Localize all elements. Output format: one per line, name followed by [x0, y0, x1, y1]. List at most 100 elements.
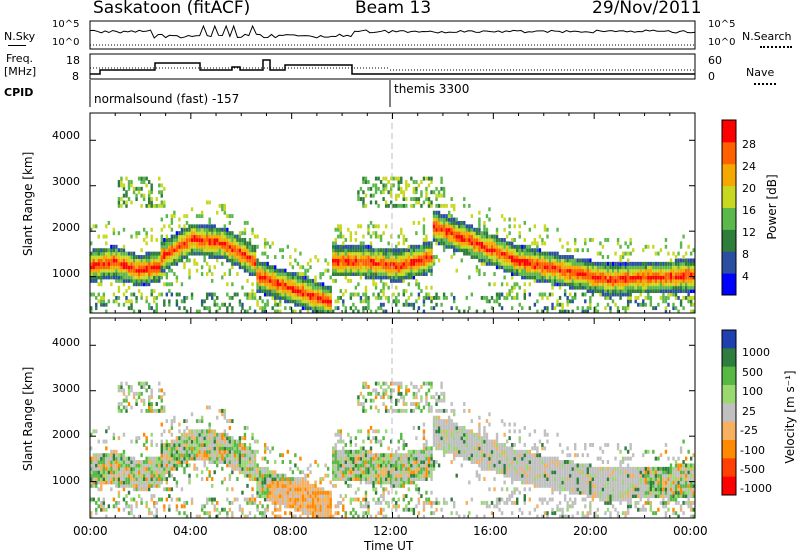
- velocity-cell: [334, 446, 337, 451]
- power-cell: [147, 200, 151, 205]
- power-cell: [659, 268, 663, 273]
- power-cell: [314, 309, 317, 314]
- velocity-cell: [258, 500, 262, 505]
- power-cell: [677, 309, 680, 314]
- power-cell: [389, 190, 393, 195]
- velocity-cell: [374, 456, 378, 461]
- power-cell: [316, 285, 320, 290]
- velocity-cell: [236, 460, 239, 464]
- power-cell: [649, 265, 653, 270]
- power-cell: [384, 268, 388, 273]
- power-cell: [372, 193, 375, 198]
- power-cell: [395, 261, 398, 266]
- power-cell: [357, 224, 360, 229]
- power-cell: [619, 244, 622, 249]
- power-cell: [637, 282, 640, 287]
- power-cell: [374, 255, 378, 259]
- velocity-cell: [334, 453, 337, 458]
- power-cell: [309, 299, 312, 304]
- velocity-cell: [306, 490, 310, 495]
- velocity-cell: [337, 504, 340, 509]
- power-cell: [231, 295, 234, 300]
- power-cell: [420, 289, 423, 294]
- velocity-cell: [263, 507, 267, 512]
- power-cell: [677, 295, 680, 300]
- power-cell: [256, 258, 259, 263]
- power-cell: [594, 306, 597, 311]
- velocity-cell: [130, 497, 133, 502]
- velocity-cell: [105, 446, 108, 451]
- power-cell: [190, 227, 194, 232]
- power-cell: [606, 278, 610, 283]
- velocity-cell: [339, 456, 342, 461]
- power-cell: [132, 275, 136, 280]
- power-cell: [490, 234, 494, 239]
- power-cell: [221, 241, 224, 246]
- velocity-cell: [218, 460, 221, 464]
- velocity-cell: [324, 494, 327, 499]
- velocity-cell: [251, 477, 254, 481]
- power-cell: [339, 251, 342, 256]
- power-cell: [337, 244, 340, 249]
- power-cell: [294, 309, 297, 314]
- power-cell: [536, 258, 539, 263]
- power-cell: [465, 227, 469, 232]
- power-cell: [642, 278, 645, 283]
- power-cell: [291, 295, 295, 300]
- power-cell: [261, 289, 264, 294]
- power-cell: [314, 282, 317, 287]
- power-cell: [647, 244, 650, 249]
- power-cell: [178, 234, 181, 239]
- power-cell: [415, 278, 418, 283]
- power-cell: [397, 241, 400, 246]
- power-cell: [659, 295, 663, 300]
- xtick-0800: 08:00: [273, 524, 308, 538]
- power-cell: [679, 282, 683, 287]
- power-cell: [188, 275, 191, 280]
- power-cell: [183, 261, 186, 266]
- power-cell: [301, 265, 305, 270]
- power-cell: [362, 251, 365, 256]
- power-cell: [659, 278, 663, 283]
- velocity-cell: [203, 443, 206, 447]
- power-cell: [311, 278, 315, 283]
- velocity-cell: [92, 456, 95, 461]
- power-cell: [631, 265, 635, 270]
- velocity-cell: [369, 449, 373, 454]
- power-cell: [266, 292, 269, 297]
- power-cell: [110, 268, 113, 273]
- power-cell: [402, 248, 405, 253]
- power-cell: [410, 251, 413, 256]
- velocity-cell: [178, 443, 181, 447]
- power-cell: [362, 244, 365, 249]
- velocity-cell: [218, 453, 221, 458]
- velocity-cell: [140, 460, 143, 464]
- power-cell: [243, 220, 247, 225]
- power-cell: [483, 220, 486, 225]
- power-cell: [518, 285, 521, 290]
- power-cell: [369, 268, 373, 273]
- power-cell: [337, 272, 340, 276]
- power-cell: [571, 268, 574, 273]
- velocity-cell: [170, 460, 174, 464]
- velocity-cell: [337, 429, 340, 434]
- power-cell: [193, 231, 196, 236]
- power-cell: [231, 214, 234, 219]
- power-cell: [160, 255, 163, 259]
- power-cell: [321, 272, 325, 276]
- velocity-cell: [188, 473, 191, 478]
- power-cell: [566, 299, 569, 304]
- power-cell: [100, 251, 103, 256]
- power-cell: [576, 275, 579, 280]
- power-cell: [253, 244, 257, 249]
- power-cell: [100, 299, 103, 304]
- velocity-cell: [268, 483, 272, 488]
- power-cell: [342, 299, 345, 304]
- velocity-cell: [364, 494, 368, 499]
- power-cell: [125, 255, 128, 259]
- power-cell: [195, 214, 199, 219]
- power-cell: [120, 197, 123, 201]
- velocity-cell: [205, 449, 209, 454]
- velocity-cell: [306, 504, 310, 509]
- power-cell: [584, 268, 587, 273]
